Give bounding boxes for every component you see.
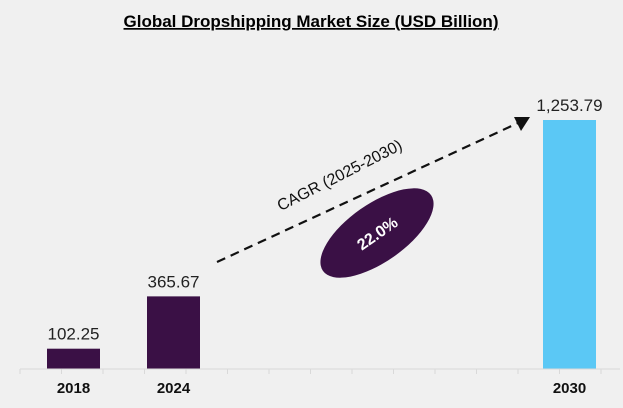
bar-2018 (47, 348, 100, 369)
bar-2030 (543, 120, 596, 369)
value-label: 102.25 (48, 325, 100, 344)
cagr-arrow (216, 122, 519, 263)
cagr-ellipse (320, 188, 434, 278)
x-tick-label: 2024 (157, 380, 191, 397)
x-tick-label: 2018 (57, 380, 90, 397)
chart-title: Global Dropshipping Market Size (USD Bil… (124, 12, 499, 31)
value-label: 365.67 (148, 272, 200, 291)
value-label: 1,253.79 (536, 96, 602, 115)
bar-2024 (147, 296, 200, 369)
arrow-head-icon (514, 117, 530, 131)
x-tick-label: 2030 (553, 380, 586, 397)
